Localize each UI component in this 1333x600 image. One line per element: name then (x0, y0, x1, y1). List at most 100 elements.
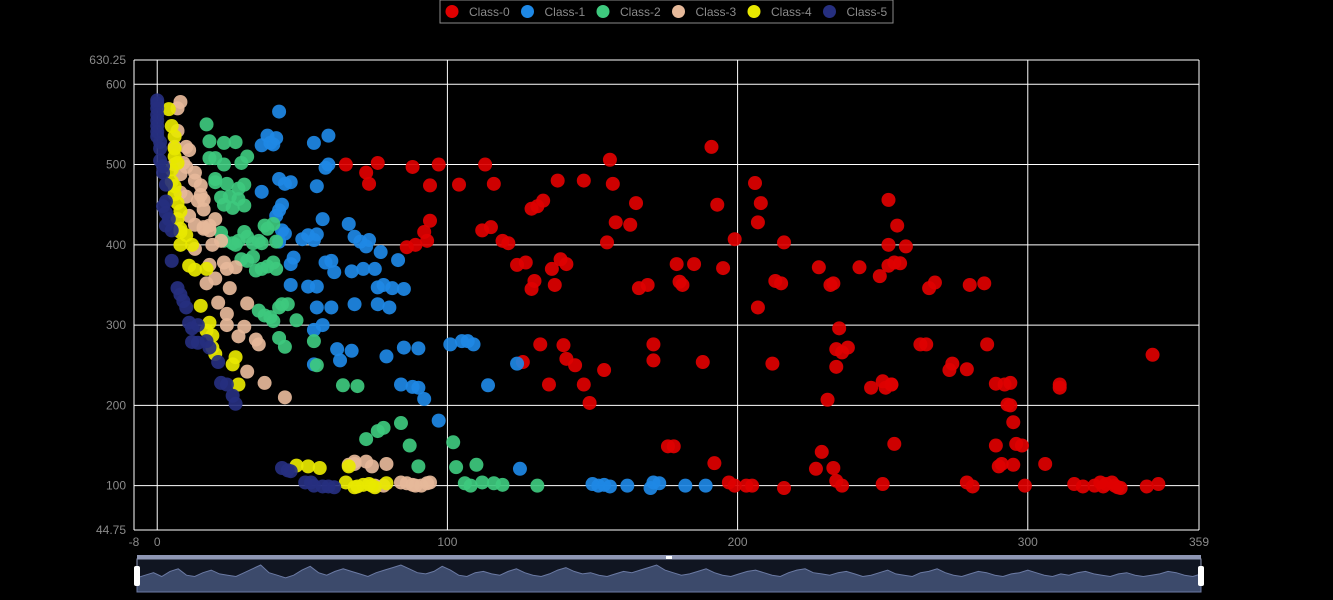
slider-handle-left[interactable] (134, 566, 140, 586)
data-point[interactable] (283, 464, 298, 479)
data-point[interactable] (556, 338, 571, 353)
data-point[interactable] (240, 149, 255, 164)
data-point[interactable] (777, 481, 792, 496)
data-point[interactable] (315, 318, 330, 333)
data-point[interactable] (669, 257, 684, 272)
data-point[interactable] (977, 276, 992, 291)
data-point[interactable] (158, 177, 173, 192)
data-point[interactable] (576, 377, 591, 392)
data-point[interactable] (1003, 375, 1018, 390)
data-point[interactable] (257, 375, 272, 390)
data-point[interactable] (356, 261, 371, 276)
data-point[interactable] (727, 478, 742, 493)
data-point[interactable] (373, 245, 388, 260)
data-point[interactable] (277, 390, 292, 405)
data-point[interactable] (852, 260, 867, 275)
data-point[interactable] (225, 200, 240, 215)
legend-item-class-5[interactable]: Class-5 (823, 5, 888, 19)
data-point[interactable] (376, 420, 391, 435)
data-point[interactable] (202, 134, 217, 149)
data-point[interactable] (367, 261, 382, 276)
data-point[interactable] (745, 478, 760, 493)
data-point[interactable] (202, 223, 217, 238)
data-point[interactable] (350, 379, 365, 394)
data-point[interactable] (1006, 457, 1021, 472)
legend-item-class-4[interactable]: Class-4 (747, 5, 813, 19)
data-point[interactable] (179, 300, 194, 315)
slider-handle-right[interactable] (1198, 566, 1204, 586)
data-point[interactable] (193, 298, 208, 313)
data-point[interactable] (1038, 456, 1053, 471)
data-point[interactable] (750, 300, 765, 315)
data-point[interactable] (164, 223, 179, 238)
data-point[interactable] (431, 413, 446, 428)
data-point[interactable] (881, 192, 896, 207)
data-point[interactable] (608, 215, 623, 230)
data-point[interactable] (652, 476, 667, 491)
data-point[interactable] (231, 329, 246, 344)
data-point[interactable] (344, 343, 359, 358)
data-point[interactable] (211, 355, 226, 370)
data-point[interactable] (646, 337, 661, 352)
data-point[interactable] (814, 444, 829, 459)
data-point[interactable] (1003, 398, 1018, 413)
data-point[interactable] (750, 215, 765, 230)
data-point[interactable] (449, 460, 464, 475)
data-point[interactable] (396, 340, 411, 355)
data-point[interactable] (222, 281, 237, 296)
data-point[interactable] (544, 261, 559, 276)
data-point[interactable] (605, 176, 620, 191)
data-point[interactable] (187, 262, 202, 277)
data-point[interactable] (216, 135, 231, 150)
data-point[interactable] (190, 318, 205, 333)
data-point[interactable] (811, 260, 826, 275)
data-point[interactable] (364, 459, 379, 474)
data-point[interactable] (341, 216, 356, 231)
data-point[interactable] (602, 479, 617, 494)
data-point[interactable] (898, 239, 913, 254)
data-point[interactable] (301, 459, 316, 474)
data-point[interactable] (832, 321, 847, 336)
data-point[interactable] (530, 478, 545, 493)
data-point[interactable] (269, 234, 284, 249)
data-point[interactable] (890, 218, 905, 233)
data-point[interactable] (379, 476, 394, 491)
data-point[interactable] (321, 128, 336, 143)
data-point[interactable] (463, 478, 478, 493)
data-point[interactable] (536, 193, 551, 208)
data-point[interactable] (620, 478, 635, 493)
data-point[interactable] (225, 357, 240, 372)
data-point[interactable] (512, 461, 527, 476)
legend-item-class-2[interactable]: Class-2 (596, 5, 662, 19)
data-point[interactable] (710, 197, 725, 212)
data-point[interactable] (312, 460, 327, 475)
zoom-slider[interactable] (134, 555, 1204, 593)
data-point[interactable] (640, 277, 655, 292)
data-point[interactable] (338, 157, 353, 172)
data-point[interactable] (237, 177, 252, 192)
data-point[interactable] (330, 342, 345, 357)
data-point[interactable] (182, 143, 197, 158)
data-point[interactable] (399, 240, 414, 255)
data-point[interactable] (774, 276, 789, 291)
data-point[interactable] (1145, 347, 1160, 362)
data-point[interactable] (367, 480, 382, 495)
data-point[interactable] (884, 377, 899, 392)
legend[interactable]: Class-0 Class-1 Class-2 Class-3 Class-4 Class… (439, 0, 894, 24)
data-point[interactable] (309, 179, 324, 194)
data-point[interactable] (893, 256, 908, 271)
data-point[interactable] (240, 296, 255, 311)
data-point[interactable] (199, 261, 214, 276)
data-point[interactable] (219, 377, 234, 392)
data-point[interactable] (396, 281, 411, 296)
data-point[interactable] (231, 377, 246, 392)
data-point[interactable] (646, 353, 661, 368)
data-point[interactable] (826, 276, 841, 291)
data-point[interactable] (324, 300, 339, 315)
data-point[interactable] (280, 297, 295, 312)
data-point[interactable] (370, 155, 385, 170)
data-point[interactable] (962, 277, 977, 292)
data-point[interactable] (829, 359, 844, 374)
data-point[interactable] (1052, 380, 1067, 395)
data-point[interactable] (777, 235, 792, 250)
